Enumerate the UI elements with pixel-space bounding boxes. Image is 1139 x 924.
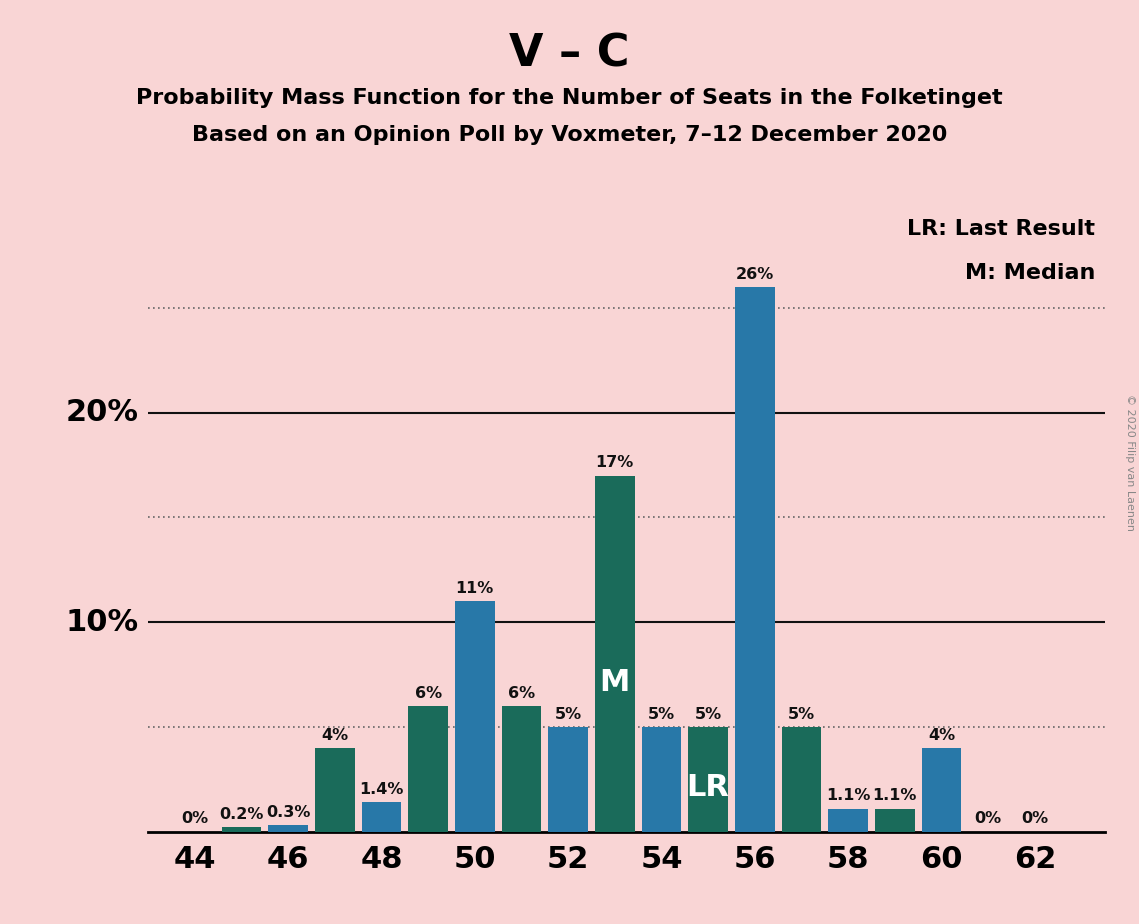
Text: 5%: 5% bbox=[555, 707, 582, 722]
Text: 6%: 6% bbox=[415, 686, 442, 700]
Text: 5%: 5% bbox=[648, 707, 675, 722]
Text: 4%: 4% bbox=[321, 727, 349, 743]
Text: M: Median: M: Median bbox=[965, 263, 1096, 283]
Text: © 2020 Filip van Laenen: © 2020 Filip van Laenen bbox=[1125, 394, 1134, 530]
Bar bbox=[222, 827, 261, 832]
Bar bbox=[921, 748, 961, 832]
Text: 20%: 20% bbox=[66, 398, 139, 427]
Bar bbox=[408, 706, 448, 832]
Bar bbox=[595, 476, 634, 832]
Text: 1.1%: 1.1% bbox=[872, 788, 917, 803]
Text: Based on an Opinion Poll by Voxmeter, 7–12 December 2020: Based on an Opinion Poll by Voxmeter, 7–… bbox=[191, 125, 948, 145]
Text: 1.1%: 1.1% bbox=[826, 788, 870, 803]
Text: 0%: 0% bbox=[181, 811, 208, 826]
Text: 10%: 10% bbox=[65, 608, 139, 637]
Text: 4%: 4% bbox=[928, 727, 954, 743]
Text: 0%: 0% bbox=[1022, 811, 1048, 826]
Text: Probability Mass Function for the Number of Seats in the Folketinget: Probability Mass Function for the Number… bbox=[137, 88, 1002, 108]
Bar bbox=[828, 808, 868, 832]
Text: 5%: 5% bbox=[695, 707, 722, 722]
Bar bbox=[454, 602, 494, 832]
Text: 5%: 5% bbox=[788, 707, 816, 722]
Bar bbox=[688, 727, 728, 832]
Text: V – C: V – C bbox=[509, 32, 630, 76]
Bar bbox=[641, 727, 681, 832]
Bar bbox=[875, 808, 915, 832]
Text: 1.4%: 1.4% bbox=[359, 782, 403, 797]
Bar bbox=[548, 727, 588, 832]
Text: LR: LR bbox=[687, 773, 730, 802]
Bar bbox=[269, 825, 308, 832]
Bar bbox=[781, 727, 821, 832]
Text: M: M bbox=[599, 667, 630, 697]
Text: 11%: 11% bbox=[456, 581, 494, 596]
Text: LR: Last Result: LR: Last Result bbox=[908, 219, 1096, 239]
Text: 0.3%: 0.3% bbox=[265, 805, 310, 821]
Bar bbox=[501, 706, 541, 832]
Text: 26%: 26% bbox=[736, 267, 773, 282]
Bar bbox=[735, 287, 775, 832]
Bar bbox=[314, 748, 354, 832]
Text: 0.2%: 0.2% bbox=[219, 808, 263, 822]
Text: 17%: 17% bbox=[596, 456, 634, 470]
Text: 0%: 0% bbox=[975, 811, 1001, 826]
Bar bbox=[361, 802, 401, 832]
Text: 6%: 6% bbox=[508, 686, 535, 700]
